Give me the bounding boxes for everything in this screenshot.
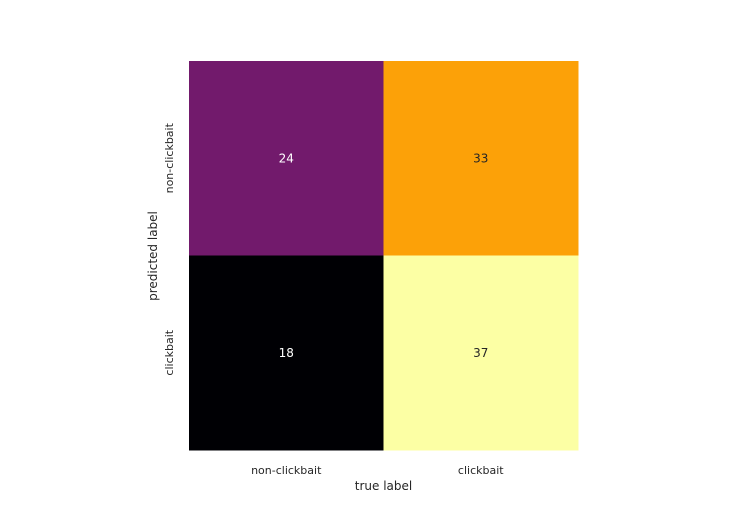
heatmap-cell-r0-c0	[189, 61, 384, 256]
x-tick-labels: non-clickbait clickbait	[251, 464, 504, 477]
heatmap-cell-labels: 24 33 18 37	[279, 151, 489, 360]
x-axis-label: true label	[355, 479, 412, 493]
heatmap-cells	[189, 61, 579, 451]
heatmap-cell-r1-c0	[189, 255, 384, 451]
cell-value-r0-c1: 33	[473, 151, 488, 165]
x-tick-label: non-clickbait	[251, 464, 322, 477]
cell-value-r1-c0: 18	[279, 346, 294, 360]
cell-value-r0-c0: 24	[279, 151, 294, 165]
y-tick-label: clickbait	[163, 329, 176, 375]
y-axis-label: predicted label	[146, 211, 160, 301]
x-tick-label: clickbait	[458, 464, 504, 477]
y-tick-labels: non-clickbait clickbait	[163, 122, 176, 375]
cell-value-r1-c1: 37	[473, 346, 488, 360]
y-tick-label: non-clickbait	[163, 122, 176, 193]
heatmap-cell-r0-c1	[383, 61, 579, 256]
heatmap-cell-r1-c1	[383, 255, 579, 451]
